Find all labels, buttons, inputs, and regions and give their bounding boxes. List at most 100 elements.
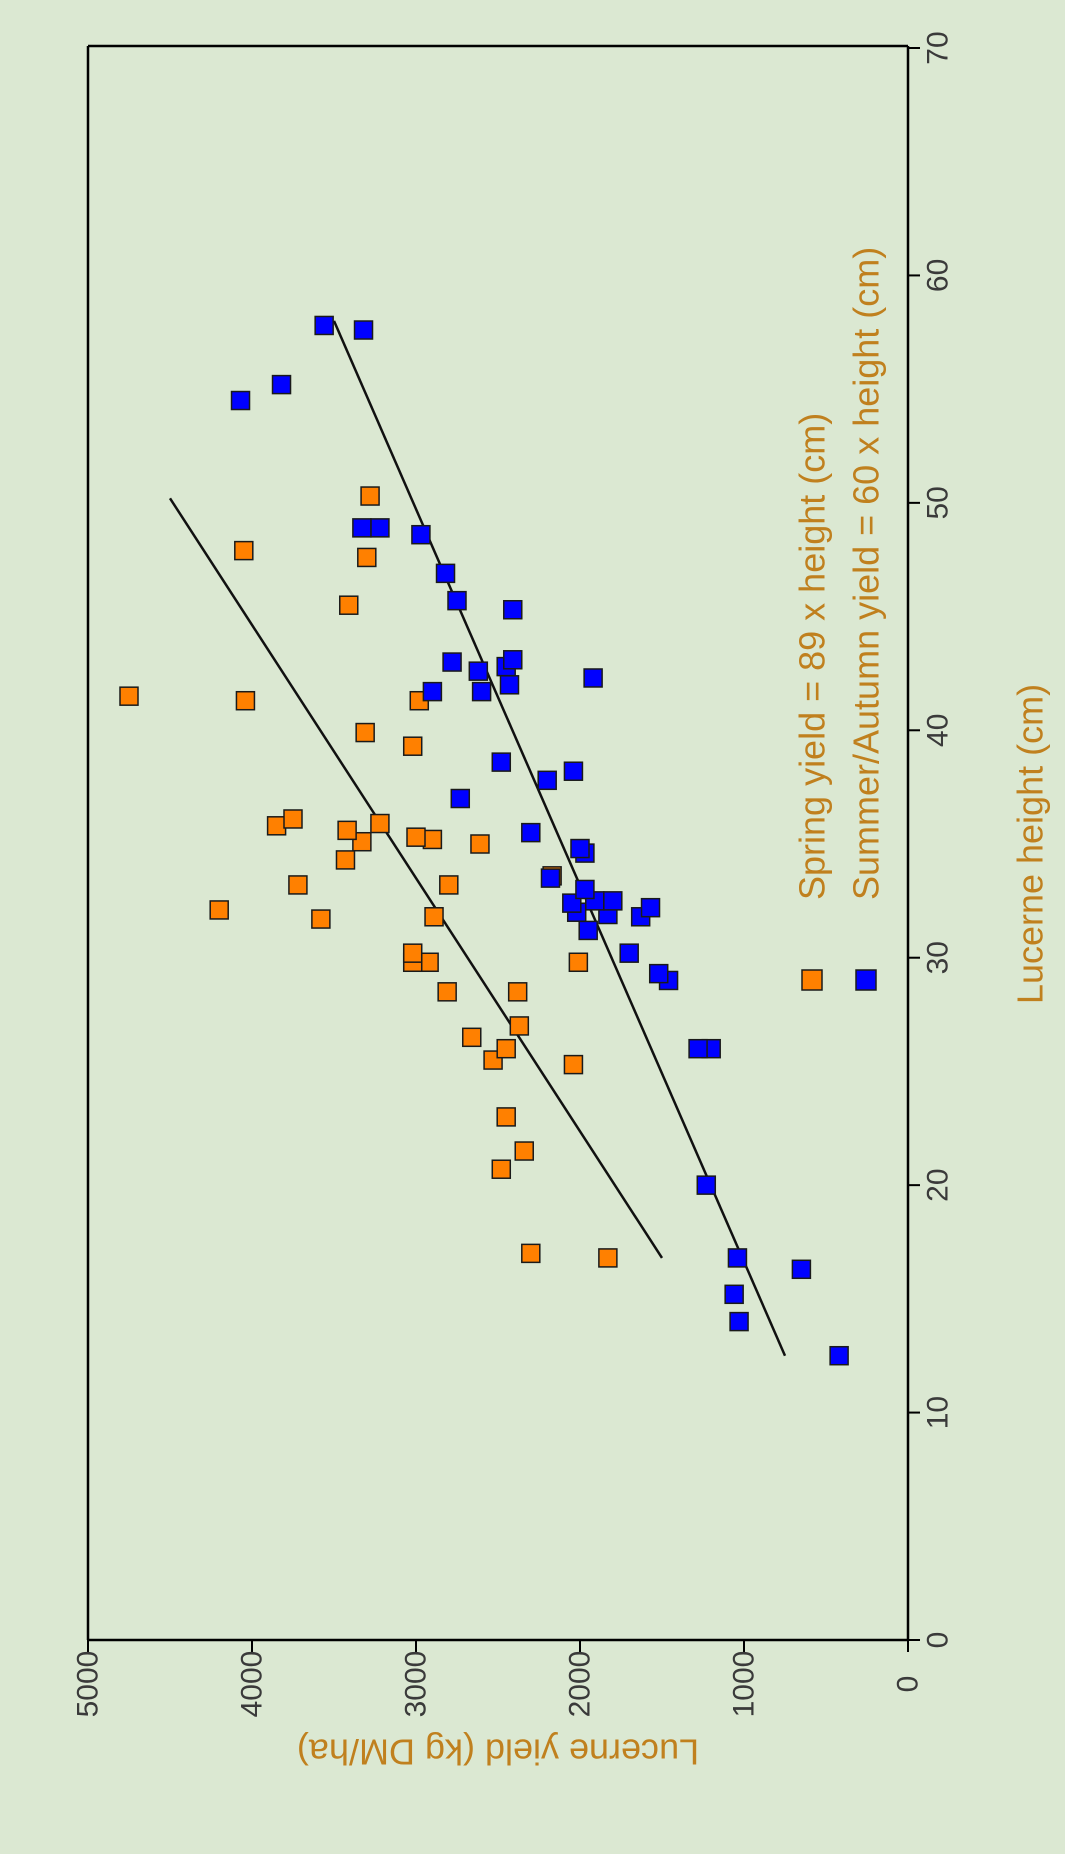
data-point — [311, 909, 331, 929]
data-point — [471, 681, 492, 702]
axis-labels: 0 10 20 30 40 50 60 70 0 1000 2000 3000 4000 5000 Luce… — [72, 31, 1051, 1772]
yield-tick-label: 1000 — [728, 1651, 761, 1718]
x-axis-title: Lucerne height (cm) — [1010, 684, 1051, 1004]
data-point — [209, 900, 229, 920]
data-point — [339, 595, 359, 615]
data-point — [283, 809, 303, 829]
data-point — [496, 1038, 516, 1059]
data-point — [402, 736, 423, 756]
data-point — [422, 829, 443, 850]
legend: Spring yield = 89 x height (cm) Summer/Au… — [792, 247, 887, 991]
data-point — [570, 838, 590, 859]
data-point — [640, 897, 661, 918]
data-point — [370, 813, 390, 834]
data-point — [335, 850, 356, 870]
yield-tick-label: 2000 — [564, 1651, 597, 1718]
data-point — [521, 1243, 541, 1264]
data-point — [235, 690, 256, 711]
data-points — [119, 315, 849, 1366]
data-point — [357, 547, 377, 568]
data-point — [419, 952, 439, 973]
data-point — [288, 875, 308, 895]
data-point — [648, 963, 669, 984]
data-point — [435, 563, 456, 584]
data-point — [447, 590, 467, 611]
legend-marker — [855, 969, 877, 991]
data-point — [353, 320, 374, 340]
data-point — [514, 1141, 534, 1161]
data-point — [468, 661, 489, 681]
data-point — [540, 868, 561, 888]
data-point — [402, 943, 423, 963]
axes — [86, 44, 920, 1652]
data-point — [729, 1311, 749, 1332]
data-point — [352, 831, 372, 852]
data-point — [499, 675, 520, 695]
height-tick-label: 70 — [922, 31, 955, 64]
data-point — [496, 1107, 516, 1127]
data-point — [603, 891, 623, 911]
data-point — [537, 770, 557, 791]
yield-tick-label: 0 — [892, 1676, 925, 1693]
legend-label: Spring yield = 89 x height (cm) — [792, 413, 833, 900]
data-point — [271, 374, 292, 395]
data-point — [337, 820, 357, 841]
data-point — [563, 1054, 584, 1075]
height-tick-label: 40 — [922, 714, 955, 747]
data-point — [314, 315, 334, 336]
data-point — [568, 952, 589, 973]
data-point — [727, 1248, 748, 1268]
data-point — [424, 907, 444, 927]
data-point — [491, 1159, 512, 1179]
data-point — [234, 540, 254, 561]
data-point — [791, 1259, 812, 1280]
data-point — [619, 943, 639, 963]
data-point — [370, 518, 390, 538]
data-point — [355, 722, 375, 743]
data-point — [507, 982, 528, 1002]
height-tick-label: 10 — [922, 1396, 955, 1429]
data-point — [503, 650, 523, 670]
trend-line — [168, 497, 664, 1259]
data-point — [422, 681, 443, 702]
data-point — [266, 816, 287, 836]
data-point — [462, 1027, 482, 1048]
data-point — [688, 1038, 708, 1059]
height-tick-label: 20 — [922, 1168, 955, 1201]
yield-tick-label: 4000 — [236, 1651, 269, 1718]
data-point — [437, 982, 457, 1002]
data-point — [598, 1248, 618, 1268]
data-point — [583, 668, 603, 688]
legend-label: Summer/Autumn yield = 60 x height (cm) — [846, 247, 887, 900]
height-tick-label: 60 — [922, 259, 955, 292]
data-point — [503, 599, 523, 620]
data-point — [352, 518, 372, 538]
legend-marker — [801, 969, 823, 991]
data-point — [119, 686, 139, 706]
data-point — [563, 761, 584, 781]
data-point — [450, 788, 471, 809]
data-point — [230, 390, 251, 411]
data-point — [439, 875, 459, 895]
data-point — [406, 827, 426, 847]
data-point — [360, 486, 380, 506]
y-axis-title: Lucerne yield (kg DM/ha) — [297, 1732, 699, 1773]
data-point — [411, 524, 431, 545]
data-point — [521, 822, 541, 843]
height-tick-label: 50 — [922, 486, 955, 519]
data-point — [575, 879, 595, 900]
data-point — [696, 1175, 717, 1195]
data-point — [491, 752, 512, 772]
data-point — [578, 920, 598, 941]
yield-tick-label: 3000 — [400, 1651, 433, 1718]
data-point — [442, 652, 462, 672]
height-tick-label: 30 — [922, 941, 955, 974]
data-point — [470, 834, 490, 854]
data-point — [509, 1016, 530, 1036]
data-point — [724, 1284, 744, 1305]
height-tick-label: 0 — [922, 1632, 955, 1649]
data-point — [829, 1345, 849, 1366]
yield-tick-label: 5000 — [72, 1651, 105, 1718]
